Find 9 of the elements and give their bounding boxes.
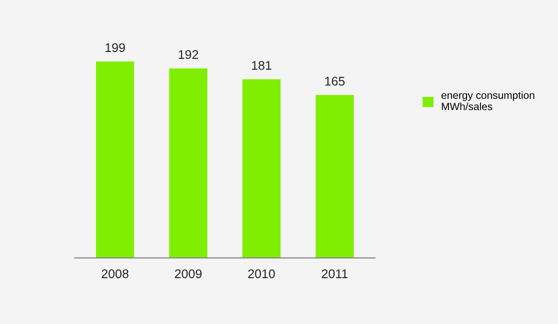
data-label: 165	[325, 76, 345, 86]
data-label: 199	[106, 43, 125, 52]
x-tick-label: 2011	[322, 269, 348, 278]
legend-label: energy consumption MWh/sales	[442, 91, 534, 110]
x-tick-label: 2010	[248, 269, 275, 278]
x-tick-label: 2009	[174, 269, 202, 278]
x-tick-label: 2008	[102, 269, 128, 278]
data-label: 181	[252, 60, 272, 70]
data-label: 192	[178, 50, 198, 59]
